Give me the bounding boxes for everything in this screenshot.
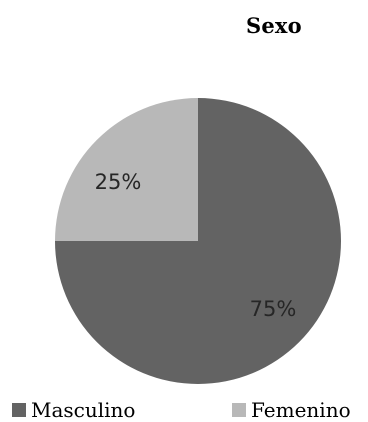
legend-swatch-masculino (12, 403, 26, 417)
slice-label-masculino: 75% (250, 297, 297, 321)
legend-swatch-femenino (232, 403, 246, 417)
legend-label-femenino: Femenino (251, 398, 351, 422)
legend-item-femenino: Femenino (232, 398, 351, 422)
slice-label-femenino: 25% (95, 170, 142, 194)
pie-slice-femenino (55, 98, 198, 241)
chart-title: Sexo (246, 13, 302, 38)
legend-label-masculino: Masculino (31, 398, 136, 422)
legend-item-masculino: Masculino (12, 398, 135, 422)
pie-chart: 75% 25% (55, 98, 341, 384)
legend: Masculino Femenino (0, 398, 368, 422)
